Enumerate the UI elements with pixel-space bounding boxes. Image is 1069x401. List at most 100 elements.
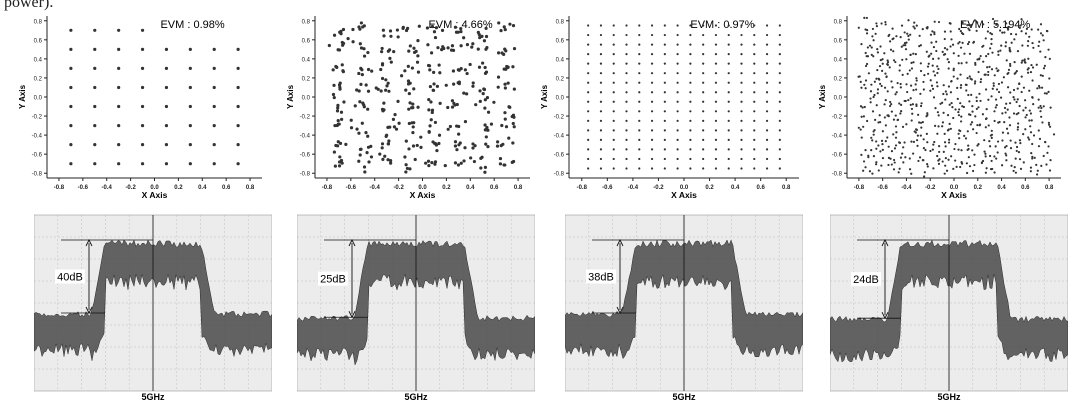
constellation-point <box>444 83 448 87</box>
constellation-point <box>753 148 756 151</box>
constellation-point <box>349 126 354 130</box>
constellation-point <box>625 129 628 132</box>
constellation-point <box>395 28 400 32</box>
y-tick-label: 0.0 <box>302 96 311 102</box>
constellation-point <box>905 41 908 44</box>
constellation-point <box>140 85 145 90</box>
spectrum-trace <box>565 239 803 360</box>
constellation-point <box>663 157 666 161</box>
constellation-point <box>359 21 364 25</box>
arrow-head-up <box>348 238 356 247</box>
constellation-point <box>1007 68 1011 71</box>
constellation-point <box>883 86 887 89</box>
constellation-point <box>689 110 692 113</box>
constellation-point <box>778 33 781 37</box>
constellation-point <box>916 144 919 147</box>
constellation-point <box>336 103 340 107</box>
constellation-point <box>860 136 863 139</box>
constellation-point <box>952 52 955 55</box>
constellation-point <box>427 64 432 68</box>
constellation-point <box>1035 173 1039 176</box>
constellation-point <box>984 126 987 129</box>
constellation-point <box>1048 169 1052 172</box>
x-tick-label: 0.0 <box>680 185 689 191</box>
constellation-point <box>765 43 769 46</box>
constellation-point <box>676 62 679 65</box>
constellation-point <box>919 92 922 95</box>
constellation-point <box>663 167 666 170</box>
constellation-point <box>926 112 929 115</box>
constellation-point <box>1031 66 1035 69</box>
constellation-point <box>471 146 475 150</box>
constellation-point <box>702 157 705 161</box>
constellation-point <box>951 105 954 109</box>
constellation-point <box>389 34 393 38</box>
constellation-point <box>899 86 902 89</box>
constellation-point <box>476 47 480 51</box>
constellation-point <box>899 36 902 39</box>
constellation-point <box>970 121 974 124</box>
constellation-point <box>881 130 884 133</box>
constellation-point <box>689 62 692 65</box>
constellation-point <box>987 73 990 77</box>
constellation-point <box>1032 134 1036 137</box>
spectrum-chart-1: 40dB 5GHz <box>34 214 272 401</box>
constellation-point <box>942 92 945 96</box>
constellation-point <box>484 34 489 39</box>
constellation-point <box>894 93 897 96</box>
constellation-points <box>69 28 240 166</box>
constellation-point <box>875 77 878 80</box>
constellation-point <box>862 115 866 118</box>
constellation-point <box>428 68 432 72</box>
constellation-point <box>998 120 1001 124</box>
constellation-point <box>963 52 966 55</box>
constellation-point <box>911 112 914 115</box>
constellation-point <box>714 91 718 94</box>
constellation-point <box>436 46 440 50</box>
constellation-point <box>1028 35 1031 38</box>
constellation-point <box>663 43 666 46</box>
constellation-point <box>1003 106 1007 110</box>
constellation-point <box>859 105 863 108</box>
constellation-point <box>504 125 509 129</box>
constellation-point <box>978 92 981 95</box>
constellation-point <box>1029 166 1033 169</box>
constellation-point <box>1024 32 1028 35</box>
constellation-point <box>890 150 894 153</box>
constellation-point <box>650 53 654 56</box>
constellation-point <box>484 26 488 30</box>
ratio-label: 24dB <box>853 274 879 286</box>
arrow-head-down <box>881 311 889 320</box>
constellation-point <box>714 157 718 161</box>
constellation-point <box>778 91 781 94</box>
constellation-point <box>714 148 718 151</box>
constellation-point <box>938 145 941 148</box>
constellation-point <box>702 119 705 122</box>
y-tick-label: -0.8 <box>32 172 43 178</box>
constellation-point <box>1037 106 1040 109</box>
constellation-point <box>881 143 884 146</box>
constellation-point <box>986 66 989 69</box>
constellation-point <box>638 148 641 151</box>
constellation-point <box>966 77 969 80</box>
constellation-point <box>437 141 441 146</box>
constellation-point <box>935 40 938 43</box>
constellation-point <box>1017 151 1021 154</box>
constellation-point <box>941 160 944 163</box>
constellation-point <box>511 24 516 28</box>
constellation-point <box>341 27 346 32</box>
constellation-point <box>901 152 904 155</box>
constellation-point <box>892 37 895 40</box>
constellation-point <box>941 50 944 53</box>
constellation-point <box>438 101 442 105</box>
constellation-point <box>917 113 920 116</box>
constellation-point <box>446 127 450 131</box>
constellation-point <box>599 110 603 113</box>
constellation-point <box>638 138 641 141</box>
constellation-point <box>1008 49 1011 52</box>
constellation-point <box>939 102 942 105</box>
constellation-point <box>1022 133 1025 136</box>
constellation-point <box>727 91 730 94</box>
constellation-point <box>453 144 458 148</box>
constellation-point <box>865 55 868 58</box>
